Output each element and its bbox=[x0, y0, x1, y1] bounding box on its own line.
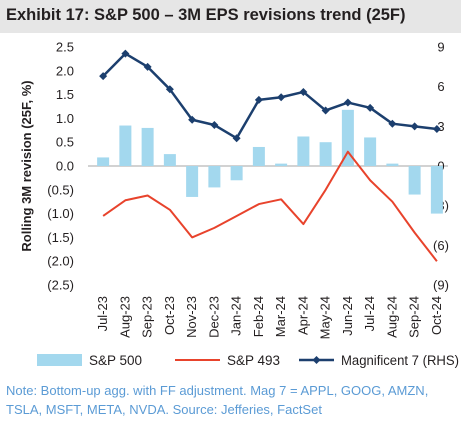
x-tick-label: Apr-24 bbox=[295, 296, 310, 335]
marker-mag7 bbox=[277, 93, 286, 102]
legend-label-sp500: S&P 500 bbox=[89, 353, 142, 368]
bar-sp500 bbox=[341, 109, 354, 166]
y-right-tick-label: 9 bbox=[437, 40, 444, 55]
marker-mag7 bbox=[99, 72, 108, 81]
marker-mag7 bbox=[366, 103, 375, 112]
y-left-tick-label: 2.0 bbox=[56, 63, 74, 78]
marker-mag7 bbox=[165, 85, 174, 94]
bar-sp500 bbox=[119, 125, 132, 166]
y-axis-title: Rolling 3M revision (25F, %) bbox=[19, 80, 34, 251]
y-right-tick-label: (6) bbox=[433, 238, 449, 253]
y-left-tick-label: (1.0) bbox=[47, 206, 74, 221]
x-tick-label: Jul-23 bbox=[95, 296, 110, 331]
bar-sp500 bbox=[275, 163, 288, 166]
x-tick-label: May-24 bbox=[318, 296, 333, 339]
x-tick-label: Feb-24 bbox=[251, 296, 266, 337]
bar-sp500 bbox=[163, 154, 176, 166]
y-right-tick-label: 6 bbox=[437, 79, 444, 94]
x-tick-label: Jan-24 bbox=[229, 296, 244, 336]
marker-mag7 bbox=[299, 87, 308, 96]
chart-svg: 2.5 2.0 1.5 1.0 0.5 0.0 (0.5) (1.0) (1.5) (2.0) (2… bbox=[19, 40, 459, 369]
marker-mag7 bbox=[343, 98, 352, 107]
y-left-tick-label: (0.5) bbox=[47, 182, 74, 197]
bar-sp500 bbox=[319, 142, 332, 166]
x-tick-label: Aug-24 bbox=[384, 296, 399, 338]
marker-mag7 bbox=[321, 106, 330, 115]
source-note: Note: Bottom-up agg. with FF adjustment.… bbox=[6, 383, 429, 417]
x-tick-label: Aug-23 bbox=[117, 296, 132, 338]
bar-sp500 bbox=[208, 166, 221, 188]
legend: S&P 500 S&P 493 Magnificent 7 (RHS) bbox=[37, 353, 459, 368]
marker-mag7 bbox=[432, 124, 441, 133]
line-sp493 bbox=[102, 150, 438, 262]
x-tick-label: Sep-24 bbox=[407, 296, 422, 338]
bar-sp500 bbox=[97, 157, 110, 166]
y-left-tick-label: 1.5 bbox=[56, 87, 74, 102]
legend-label-sp493: S&P 493 bbox=[227, 353, 280, 368]
x-tick-label: Dec-23 bbox=[206, 296, 221, 338]
bar-sp500 bbox=[386, 163, 399, 166]
y-left-tick-label: 0.0 bbox=[56, 159, 74, 174]
bar-sp500 bbox=[230, 166, 243, 181]
marker-mag7 bbox=[232, 134, 241, 143]
marker-mag7 bbox=[254, 95, 263, 104]
marker-mag7 bbox=[143, 62, 152, 71]
bar-sp500 bbox=[364, 137, 377, 166]
marker-mag7 bbox=[188, 115, 197, 124]
legend-label-mag7: Magnificent 7 (RHS) bbox=[341, 353, 459, 368]
marker-mag7 bbox=[210, 121, 219, 130]
bar-sp500 bbox=[186, 166, 199, 197]
y-left-tick-label: 0.5 bbox=[56, 135, 74, 150]
bar-sp500 bbox=[252, 146, 265, 166]
y-left-tick-label: (1.5) bbox=[47, 230, 74, 245]
x-tick-label: Oct-23 bbox=[162, 296, 177, 335]
y-right-tick-label: 3 bbox=[437, 119, 444, 134]
x-tick-label: Mar-24 bbox=[273, 296, 288, 337]
legend-marker-mag7 bbox=[312, 356, 321, 364]
bar-sp500 bbox=[297, 136, 310, 166]
x-tick-label: Sep-23 bbox=[140, 296, 155, 338]
bar-sp500 bbox=[408, 166, 421, 195]
legend-swatch-sp500 bbox=[37, 354, 82, 366]
bar-sp500 bbox=[141, 127, 154, 166]
y-left-tick-label: (2.5) bbox=[47, 278, 74, 293]
x-tick-label: Nov-23 bbox=[184, 296, 199, 338]
x-tick-label: Oct-24 bbox=[429, 296, 444, 335]
bar-sp500 bbox=[430, 166, 443, 214]
y-right-tick-label: (9) bbox=[433, 278, 449, 293]
y-left-tick-label: 1.0 bbox=[56, 111, 74, 126]
line-mag7 bbox=[102, 52, 438, 140]
y-left-tick-label: (2.0) bbox=[47, 254, 74, 269]
marker-mag7 bbox=[410, 122, 419, 131]
y-left-tick-label: 2.5 bbox=[56, 40, 74, 55]
x-tick-label: Jul-24 bbox=[362, 296, 377, 331]
chart-title: Exhibit 17: S&P 500 – 3M EPS revisions t… bbox=[6, 6, 406, 24]
marker-mag7 bbox=[388, 119, 397, 128]
x-tick-label: Jun-24 bbox=[340, 296, 355, 336]
title-bar: Exhibit 17: S&P 500 – 3M EPS revisions t… bbox=[0, 0, 461, 33]
marker-mag7 bbox=[121, 49, 130, 58]
